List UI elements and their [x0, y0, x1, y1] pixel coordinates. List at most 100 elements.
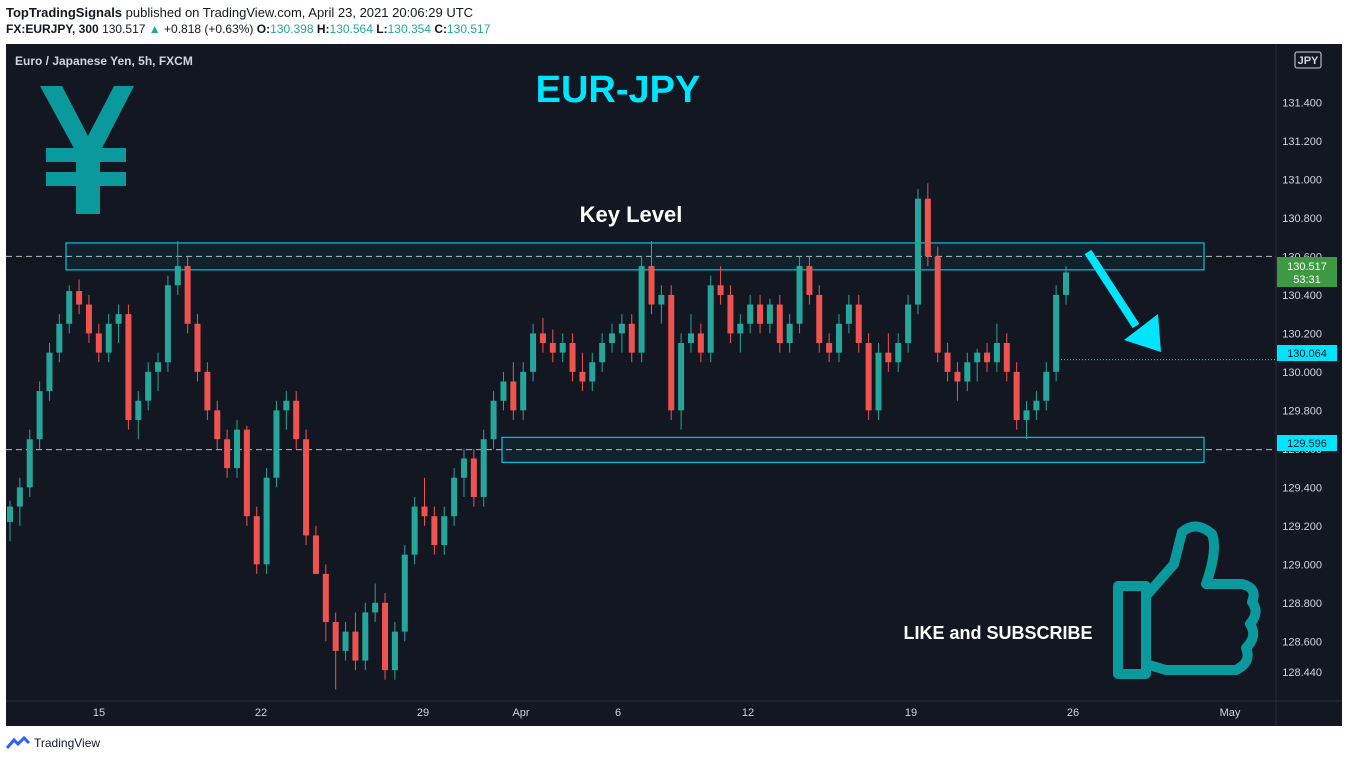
candle-body: [826, 343, 833, 353]
candle-body: [885, 352, 892, 363]
candle-body: [26, 439, 33, 488]
candle-body: [984, 352, 991, 363]
candle-body: [421, 506, 428, 517]
x-tick-label: 19: [905, 707, 917, 719]
last-price-value: 130.517: [1287, 261, 1327, 273]
tradingview-logo-icon[interactable]: [6, 736, 30, 750]
candle-body: [579, 371, 586, 382]
y-tick-label: 129.000: [1282, 559, 1322, 571]
candle-body: [1063, 272, 1069, 295]
candle-body: [135, 400, 142, 420]
candle-body: [905, 304, 912, 344]
candle-body: [46, 352, 53, 392]
candle-body: [1003, 343, 1010, 372]
chart-title: EUR-JPY: [536, 69, 701, 111]
candle-body: [382, 602, 389, 671]
publisher-name[interactable]: TopTradingSignals: [6, 5, 123, 20]
candle-body: [786, 323, 793, 344]
candle-body: [875, 352, 882, 411]
candle-body: [806, 266, 813, 295]
candle-body: [895, 343, 902, 363]
candle-body: [855, 304, 862, 344]
candle-body: [224, 439, 231, 469]
candle-body: [697, 333, 704, 353]
candle-body: [924, 198, 931, 257]
last-value: 130.517: [102, 22, 146, 36]
footer: TradingView: [6, 736, 100, 750]
candle-body: [145, 371, 152, 401]
candle-body: [638, 266, 645, 353]
candle-body: [411, 506, 418, 555]
key-level-label: Key Level: [580, 202, 683, 227]
target-price-value: 130.064: [1287, 348, 1327, 360]
y-tick-label: 130.000: [1282, 367, 1322, 379]
candle-body: [194, 323, 201, 372]
candle-body: [460, 458, 467, 478]
candle-body: [589, 362, 596, 382]
y-tick-label: 130.800: [1282, 213, 1322, 225]
y-tick-label: 131.400: [1282, 97, 1322, 109]
x-tick-label: 22: [255, 707, 267, 719]
candle-body: [204, 371, 211, 411]
candle-body: [391, 631, 398, 671]
candle-body: [125, 314, 132, 420]
candle-body: [253, 516, 260, 565]
candle-body: [322, 573, 329, 623]
x-tick-label: 29: [417, 707, 429, 719]
publish-header: TopTradingSignals published on TradingVi…: [6, 4, 473, 22]
candle-body: [95, 333, 102, 353]
candle-body: [687, 333, 694, 344]
support-zone-box[interactable]: [501, 436, 1205, 463]
candle-body: [757, 304, 764, 324]
candle-body: [796, 266, 803, 324]
candle-body: [164, 285, 171, 363]
y-tick-label: 130.400: [1282, 290, 1322, 302]
candle-body: [283, 400, 290, 411]
close-label: C:: [434, 22, 447, 36]
candle-body: [766, 304, 773, 324]
resistance-zone-box[interactable]: [65, 242, 1205, 271]
down-arrow-icon: [1084, 249, 1161, 352]
candle-body: [678, 343, 685, 411]
close-value: 130.517: [447, 22, 491, 36]
candle-body: [559, 343, 566, 353]
tradingview-brand[interactable]: TradingView: [34, 736, 101, 750]
change-value: +0.818 (+0.63%): [164, 22, 254, 36]
open-value: 130.398: [270, 22, 314, 36]
candle-body: [293, 400, 300, 440]
candle-body: [56, 323, 63, 353]
candle-body: [609, 333, 616, 344]
candle-body: [816, 294, 823, 344]
candle-body: [776, 304, 783, 344]
candle-body: [836, 323, 843, 353]
candle-body: [451, 477, 458, 517]
candle-body: [1023, 410, 1030, 420]
y-tick-label: 129.400: [1282, 482, 1322, 494]
candle-body: [490, 400, 497, 440]
candle-body: [648, 266, 655, 305]
candle-body: [470, 458, 477, 497]
currency-badge-box[interactable]: [1294, 51, 1322, 69]
candle-body: [263, 477, 270, 565]
candle-body: [964, 362, 971, 382]
y-tick-label: 128.440: [1282, 667, 1322, 679]
last-price-tag: [1277, 257, 1337, 287]
candle-body: [66, 291, 73, 324]
candle-body: [76, 291, 83, 305]
candle-body: [431, 516, 438, 546]
chart-svg[interactable]: 131.400131.200131.000130.800130.600130.4…: [6, 44, 1342, 726]
candle-body: [628, 323, 635, 353]
candle-body: [1043, 371, 1050, 401]
candle-body: [934, 256, 941, 353]
candle-body: [717, 285, 724, 295]
candle-body: [85, 304, 92, 334]
high-value: 130.564: [329, 22, 373, 36]
x-tick-label: May: [1220, 707, 1241, 719]
candle-body: [914, 198, 921, 305]
countdown-value: 53:31: [1293, 274, 1321, 286]
candle-body: [115, 314, 122, 324]
candle-body: [105, 323, 112, 353]
chart-area[interactable]: 131.400131.200131.000130.800130.600130.4…: [6, 44, 1342, 726]
candle-body: [668, 294, 675, 411]
candle-body: [243, 429, 250, 517]
